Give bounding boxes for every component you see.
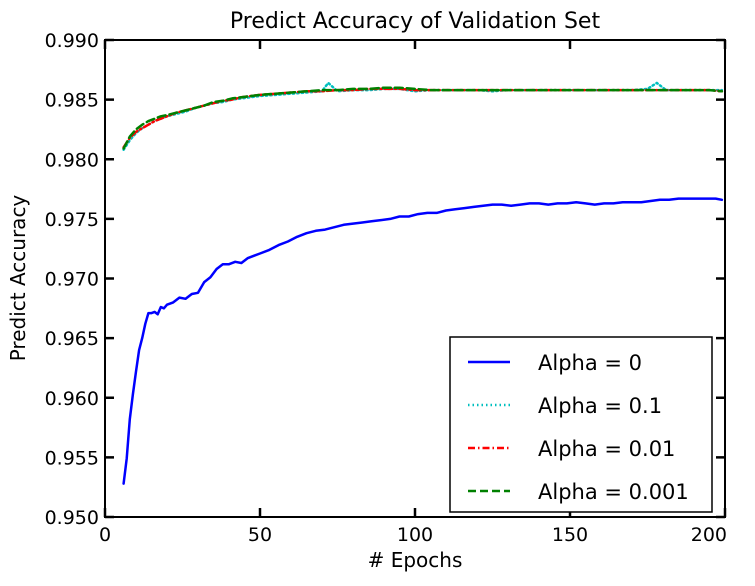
series-line-2 bbox=[122, 81, 724, 151]
x-tick-label: 150 bbox=[552, 524, 588, 546]
y-tick-label: 0.965 bbox=[45, 328, 99, 350]
y-tick-label: 0.990 bbox=[45, 30, 99, 52]
x-tick-label: 200 bbox=[691, 524, 727, 546]
legend-label-2: Alpha = 0.1 bbox=[538, 394, 662, 418]
y-tick-label: 0.970 bbox=[45, 269, 99, 291]
chart-title: Predict Accuracy of Validation Set bbox=[230, 9, 601, 34]
x-tick-label: 50 bbox=[248, 524, 272, 546]
y-tick-label: 0.950 bbox=[45, 507, 99, 529]
legend: Alpha = 0 Alpha = 0.1 Alpha = 0.01 Alpha = … bbox=[449, 336, 713, 513]
y-tick-label: 0.960 bbox=[45, 388, 99, 410]
series-lines bbox=[122, 81, 724, 485]
y-tick-label: 0.975 bbox=[45, 209, 99, 231]
x-axis-label: # Epochs bbox=[368, 548, 463, 572]
legend-label-4: Alpha = 0.001 bbox=[538, 480, 689, 504]
series-line-4 bbox=[122, 86, 724, 150]
y-tick-label: 0.980 bbox=[45, 149, 99, 171]
y-axis-label: Predict Accuracy bbox=[6, 195, 30, 362]
series-line-1 bbox=[122, 197, 724, 485]
legend-label-3: Alpha = 0.01 bbox=[538, 437, 675, 461]
x-axis-ticks: 0 50 100 150 200 bbox=[99, 40, 727, 546]
series-line-3 bbox=[122, 87, 724, 149]
legend-box bbox=[449, 336, 713, 513]
y-axis-ticks: 0.950 0.955 0.960 0.965 0.970 0.975 0.980 0.985… bbox=[45, 30, 725, 529]
x-tick-label: 100 bbox=[397, 524, 433, 546]
y-tick-label: 0.985 bbox=[45, 90, 99, 112]
y-tick-label: 0.955 bbox=[45, 447, 99, 469]
x-tick-label: 0 bbox=[99, 524, 111, 546]
legend-label-1: Alpha = 0 bbox=[538, 351, 642, 375]
